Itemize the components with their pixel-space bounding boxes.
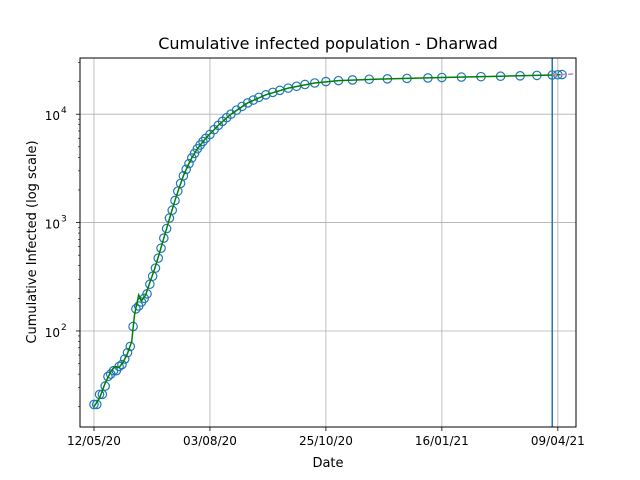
y-tick-label-exponent: 2 [61, 323, 67, 333]
x-tick-label: 03/08/20 [183, 434, 237, 448]
fit-line [93, 73, 563, 408]
grid-lines [80, 58, 576, 427]
chart-title: Cumulative infected population - Dharwad [158, 34, 498, 53]
y-tick-label-exponent: 3 [61, 215, 67, 225]
data-point-observed [131, 304, 141, 314]
axis-ticks: 12/05/20 03/08/20 25/10/20 16/01/21 09/04/21… [45, 62, 585, 448]
data-point-observed [178, 171, 189, 181]
data-point-observed [89, 399, 99, 410]
projection-line [552, 73, 574, 76]
data-point-observed [248, 95, 259, 105]
data-point-observed [184, 158, 194, 169]
data-point-observed [105, 369, 116, 379]
y-tick-label-base: 10 [45, 326, 60, 340]
data-point-observed [125, 341, 136, 352]
data-point-observed [153, 253, 164, 263]
data-point-observed [268, 87, 278, 98]
data-point-observed [198, 136, 208, 147]
x-tick-label: 09/04/21 [531, 434, 585, 448]
data-point-observed [170, 195, 180, 206]
data-point-observed [261, 90, 271, 100]
data-point-observed [117, 359, 127, 370]
series-layer [89, 69, 574, 410]
data-point-observed [242, 98, 253, 108]
x-axis-label: Date [312, 456, 343, 471]
data-point-observed [254, 92, 264, 103]
x-tick-label: 16/01/21 [415, 434, 469, 448]
data-point-observed [119, 354, 130, 364]
data-point-observed [122, 347, 133, 358]
data-point-observed [167, 205, 178, 216]
y-axis-label: Cumulative Infected (log scale) [25, 140, 40, 343]
plot-frame [79, 57, 577, 428]
y-tick-label-base: 10 [45, 218, 60, 232]
data-point-observed [189, 148, 200, 159]
x-tick-label: 12/05/20 [67, 434, 121, 448]
x-tick-label: 25/10/20 [299, 434, 353, 448]
data-point-observed [181, 164, 191, 175]
y-tick-label-base: 10 [45, 109, 60, 123]
data-point-observed [91, 399, 102, 410]
y-tick-label-exponent: 4 [61, 106, 67, 116]
data-point-observed [103, 371, 113, 382]
data-point-observed [156, 243, 166, 254]
data-point-observed [161, 223, 172, 234]
data-point-observed [159, 233, 169, 243]
